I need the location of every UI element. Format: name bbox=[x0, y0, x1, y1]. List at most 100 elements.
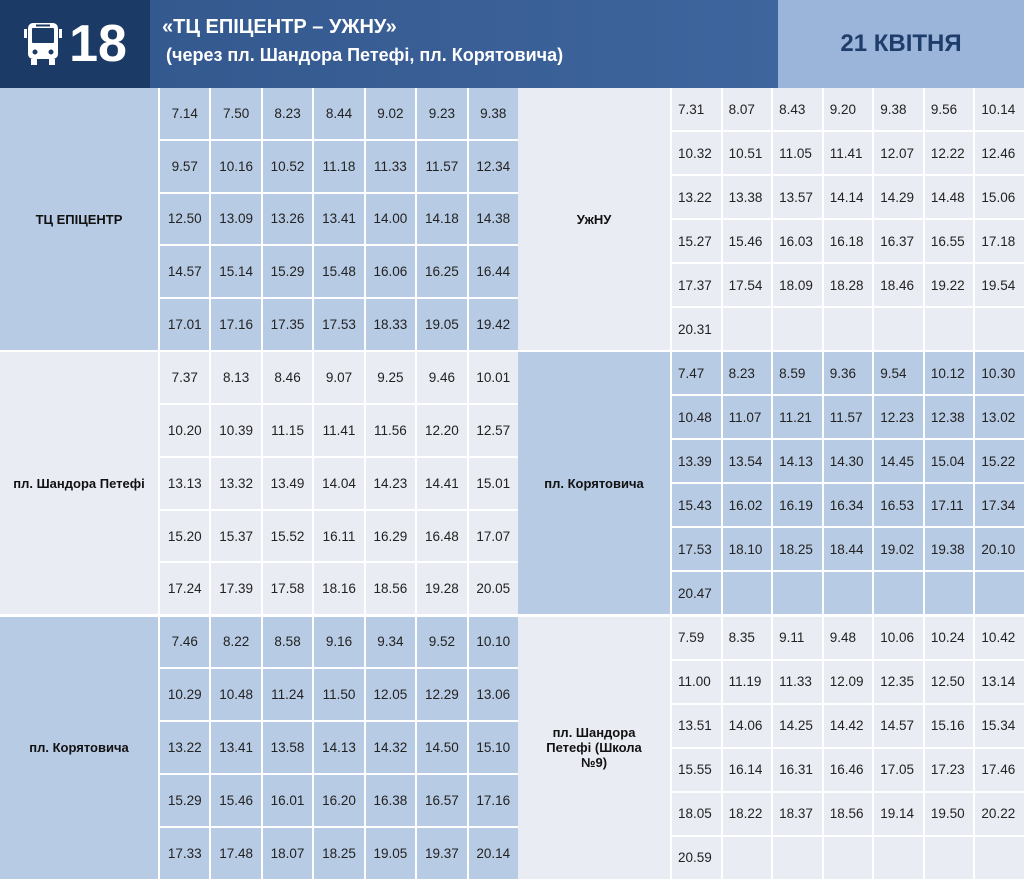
departure-time: 16.57 bbox=[417, 774, 467, 826]
departure-time: 11.07 bbox=[722, 396, 772, 439]
departure-time: 11.18 bbox=[314, 140, 364, 192]
departure-time: 19.54 bbox=[975, 264, 1024, 306]
departure-time: 20.22 bbox=[975, 792, 1024, 835]
departure-time: 9.07 bbox=[314, 352, 364, 404]
schedule-section: ТЦ ЕПІЦЕНТР 7.14 7.50 8.23 8.44 9.02 9.23 9.38 9… bbox=[0, 88, 1024, 352]
departure-time: 14.25 bbox=[773, 704, 822, 747]
departure-time: 14.14 bbox=[823, 176, 873, 218]
departure-time: 10.51 bbox=[722, 132, 772, 174]
departure-time: 20.10 bbox=[975, 528, 1024, 571]
departure-time: 10.42 bbox=[975, 616, 1024, 659]
departure-time: 17.16 bbox=[468, 774, 518, 826]
route-subtitle: (через пл. Шандора Петефі, пл. Корятович… bbox=[166, 45, 564, 65]
departure-time: 18.16 bbox=[314, 563, 364, 615]
departure-time: 16.01 bbox=[262, 774, 313, 826]
departure-time: 13.41 bbox=[314, 193, 364, 245]
departure-time: 9.02 bbox=[365, 88, 416, 139]
departure-time: 17.18 bbox=[975, 220, 1024, 262]
departure-time: 10.30 bbox=[975, 352, 1024, 395]
departure-time bbox=[722, 836, 772, 879]
departure-time: 9.36 bbox=[823, 352, 873, 395]
departure-time: 19.38 bbox=[924, 528, 974, 571]
departure-time: 17.46 bbox=[975, 748, 1024, 791]
departure-time: 17.01 bbox=[160, 299, 210, 350]
departure-time: 18.46 bbox=[874, 264, 923, 306]
departure-time: 20.59 bbox=[672, 836, 721, 879]
departure-time: 8.35 bbox=[722, 616, 772, 659]
departure-time: 7.14 bbox=[160, 88, 210, 139]
departure-time: 18.05 bbox=[672, 792, 721, 835]
departure-time bbox=[924, 308, 974, 350]
departure-time: 13.51 bbox=[672, 704, 721, 747]
departure-times-grid: 7.31 8.07 8.43 9.20 9.38 9.56 10.14 10.32 10.51 1… bbox=[672, 88, 1024, 352]
departure-time: 20.31 bbox=[672, 308, 721, 350]
departure-time bbox=[823, 308, 873, 350]
departure-time: 12.05 bbox=[365, 669, 416, 721]
departure-time: 12.23 bbox=[874, 396, 923, 439]
departure-time: 10.39 bbox=[211, 405, 261, 456]
departure-time: 18.22 bbox=[722, 792, 772, 835]
departure-time: 16.38 bbox=[365, 774, 416, 826]
departure-time: 9.38 bbox=[874, 88, 923, 130]
departure-time: 9.48 bbox=[823, 616, 873, 659]
departure-time: 15.22 bbox=[975, 440, 1024, 483]
departure-time: 8.43 bbox=[773, 88, 822, 130]
departure-time: 11.05 bbox=[773, 132, 822, 174]
departure-time: 19.02 bbox=[874, 528, 923, 571]
departure-time: 10.24 bbox=[924, 616, 974, 659]
departure-time: 20.05 bbox=[468, 563, 518, 615]
departure-time: 15.27 bbox=[672, 220, 721, 262]
departure-time: 14.38 bbox=[468, 193, 518, 245]
departure-time: 13.41 bbox=[211, 722, 261, 773]
departure-time: 13.13 bbox=[160, 457, 210, 509]
departure-time: 17.24 bbox=[160, 563, 210, 615]
departure-time: 8.46 bbox=[262, 352, 313, 404]
departure-time: 14.50 bbox=[417, 722, 467, 773]
departure-time: 15.46 bbox=[722, 220, 772, 262]
departure-time: 15.48 bbox=[314, 246, 364, 298]
departure-time: 12.20 bbox=[417, 405, 467, 456]
departure-time bbox=[773, 572, 822, 615]
departure-time: 7.50 bbox=[211, 88, 261, 139]
departure-time: 11.33 bbox=[365, 140, 416, 192]
departure-time: 18.10 bbox=[722, 528, 772, 571]
departure-time: 7.59 bbox=[672, 616, 721, 659]
departure-times-grid: 7.37 8.13 8.46 9.07 9.25 9.46 10.01 10.20 10.39 1… bbox=[160, 352, 518, 617]
departure-time: 7.37 bbox=[160, 352, 210, 404]
departure-time: 12.46 bbox=[975, 132, 1024, 174]
departure-time: 10.06 bbox=[874, 616, 923, 659]
departure-time: 14.18 bbox=[417, 193, 467, 245]
departure-time: 18.09 bbox=[773, 264, 822, 306]
departure-time: 11.33 bbox=[773, 660, 822, 703]
departure-time: 13.26 bbox=[262, 193, 313, 245]
departure-time: 10.32 bbox=[672, 132, 721, 174]
departure-time: 10.14 bbox=[975, 88, 1024, 130]
departure-time: 10.01 bbox=[468, 352, 518, 404]
departure-time: 14.30 bbox=[823, 440, 873, 483]
departure-time: 19.14 bbox=[874, 792, 923, 835]
departure-time bbox=[773, 836, 822, 879]
departure-time: 19.28 bbox=[417, 563, 467, 615]
departure-time: 9.20 bbox=[823, 88, 873, 130]
departure-times-grid: 7.46 8.22 8.58 9.16 9.34 9.52 10.10 10.29 10.48 1… bbox=[160, 616, 518, 881]
schedule-date: 21 КВІТНЯ bbox=[778, 0, 1024, 88]
departure-time: 18.56 bbox=[365, 563, 416, 615]
departure-time: 20.47 bbox=[672, 572, 721, 615]
departure-time: 17.16 bbox=[211, 299, 261, 350]
departure-time: 15.04 bbox=[924, 440, 974, 483]
departure-time bbox=[975, 836, 1024, 879]
departure-time: 14.23 bbox=[365, 457, 416, 509]
departure-time: 16.53 bbox=[874, 484, 923, 527]
departure-time bbox=[874, 836, 923, 879]
departure-time: 18.28 bbox=[823, 264, 873, 306]
departure-times-grid: 7.59 8.35 9.11 9.48 10.06 10.24 10.42 11.00 11.1… bbox=[672, 616, 1024, 881]
header: 18 «ТЦ ЕПІЦЕНТР – УЖНУ» (через пл. Шандо… bbox=[0, 0, 1024, 88]
departure-time: 15.29 bbox=[160, 774, 210, 826]
departure-time: 17.37 bbox=[672, 264, 721, 306]
departure-time: 12.07 bbox=[874, 132, 923, 174]
departure-time: 14.13 bbox=[314, 722, 364, 773]
departure-time: 14.57 bbox=[874, 704, 923, 747]
departure-time: 17.39 bbox=[211, 563, 261, 615]
departure-time: 12.09 bbox=[823, 660, 873, 703]
departure-time: 17.33 bbox=[160, 827, 210, 879]
